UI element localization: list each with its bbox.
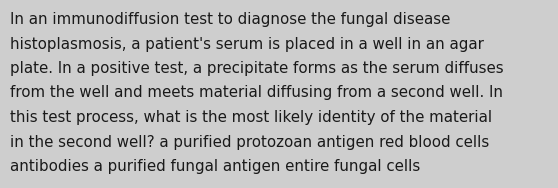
Text: antibodies a purified fungal antigen entire fungal cells: antibodies a purified fungal antigen ent… — [10, 159, 420, 174]
Text: histoplasmosis, a patient's serum is placed in a well in an agar: histoplasmosis, a patient's serum is pla… — [10, 36, 484, 52]
Text: plate. In a positive test, a precipitate forms as the serum diffuses: plate. In a positive test, a precipitate… — [10, 61, 504, 76]
Text: in the second well? a purified protozoan antigen red blood cells: in the second well? a purified protozoan… — [10, 134, 489, 149]
Text: this test process, what is the most likely identity of the material: this test process, what is the most like… — [10, 110, 492, 125]
Text: In an immunodiffusion test to diagnose the fungal disease: In an immunodiffusion test to diagnose t… — [10, 12, 450, 27]
Text: from the well and meets material diffusing from a second well. In: from the well and meets material diffusi… — [10, 86, 503, 101]
